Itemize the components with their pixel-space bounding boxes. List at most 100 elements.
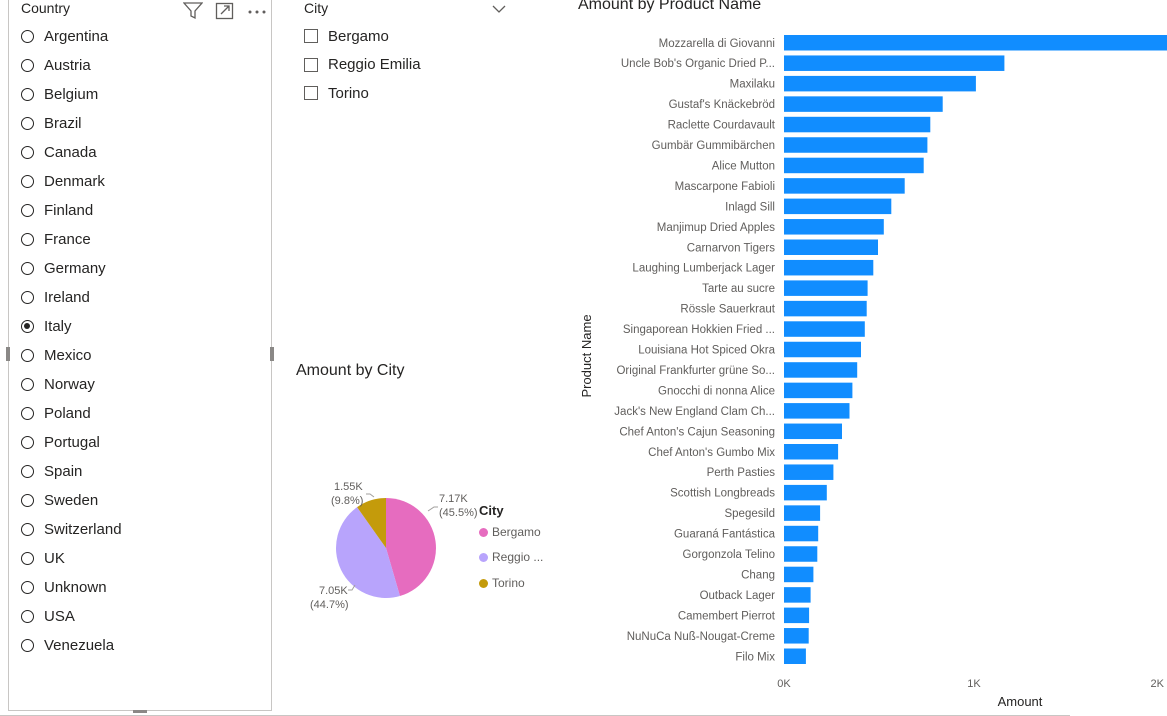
bar[interactable] [784, 525, 819, 542]
bottom-resize-handle[interactable] [133, 710, 147, 713]
radio-button[interactable] [21, 465, 34, 478]
country-option-poland[interactable]: Poland [21, 399, 122, 428]
bar[interactable] [784, 157, 924, 174]
bar[interactable] [784, 546, 818, 562]
legend-item-bergamo[interactable]: Bergamo [479, 525, 541, 539]
legend-item-torino[interactable]: Torino [479, 576, 525, 590]
country-option-norway[interactable]: Norway [21, 370, 122, 399]
radio-button[interactable] [21, 262, 34, 275]
country-option-venezuela[interactable]: Venezuela [21, 631, 122, 660]
bar[interactable] [784, 116, 931, 133]
right-resize-handle[interactable] [270, 347, 274, 361]
bar[interactable] [784, 137, 928, 153]
country-option-finland[interactable]: Finland [21, 196, 122, 225]
country-option-mexico[interactable]: Mexico [21, 341, 122, 370]
country-option-portugal[interactable]: Portugal [21, 428, 122, 457]
bar[interactable] [784, 628, 809, 644]
country-option-brazil[interactable]: Brazil [21, 109, 122, 138]
bar[interactable] [784, 403, 850, 419]
city-option-torino[interactable]: Torino [304, 79, 421, 108]
radio-button[interactable] [21, 349, 34, 362]
radio-button[interactable] [21, 59, 34, 72]
radio-button[interactable] [21, 88, 34, 101]
legend-item-reggio-emilia[interactable]: Reggio ... [479, 550, 543, 564]
bar-chart[interactable]: Mozzarella di Giovanni Uncle Bob's Organi… [576, 26, 1167, 716]
country-option-argentina[interactable]: Argentina [21, 22, 122, 51]
bar[interactable] [784, 566, 814, 583]
country-option-belgium[interactable]: Belgium [21, 80, 122, 109]
radio-button[interactable] [21, 436, 34, 449]
radio-button[interactable] [21, 175, 34, 188]
radio-button[interactable] [21, 30, 34, 43]
radio-button[interactable] [21, 407, 34, 420]
chevron-down-icon[interactable] [492, 2, 506, 14]
bar[interactable] [784, 484, 827, 501]
bar[interactable] [784, 505, 821, 521]
category-label: Perth Pasties [707, 467, 776, 479]
radio-button[interactable] [21, 204, 34, 217]
country-option-uk[interactable]: UK [21, 544, 122, 573]
pie-slice-bergamo[interactable] [386, 498, 436, 597]
country-option-label: Spain [44, 463, 83, 480]
radio-button[interactable] [21, 291, 34, 304]
pie-chart[interactable] [296, 470, 476, 620]
bar[interactable] [784, 178, 905, 194]
country-option-denmark[interactable]: Denmark [21, 167, 122, 196]
radio-button[interactable] [21, 494, 34, 507]
radio-button[interactable] [21, 610, 34, 623]
pie-slice-reggio-emilia[interactable] [336, 507, 400, 598]
country-option-spain[interactable]: Spain [21, 457, 122, 486]
country-option-switzerland[interactable]: Switzerland [21, 515, 122, 544]
bar[interactable] [784, 300, 867, 317]
category-label: Maxilaku [730, 79, 775, 91]
country-option-sweden[interactable]: Sweden [21, 486, 122, 515]
bar[interactable] [784, 587, 811, 603]
bar[interactable] [784, 382, 853, 399]
radio-button[interactable] [21, 378, 34, 391]
checkbox[interactable] [304, 29, 318, 44]
bar[interactable] [784, 362, 858, 378]
focus-mode-icon[interactable] [215, 2, 235, 20]
bar[interactable] [784, 648, 806, 665]
country-option-germany[interactable]: Germany [21, 254, 122, 283]
radio-button[interactable] [21, 552, 34, 565]
bar[interactable] [784, 55, 1005, 71]
checkbox[interactable] [304, 86, 318, 101]
country-option-unknown[interactable]: Unknown [21, 573, 122, 602]
filter-icon[interactable] [182, 2, 204, 20]
country-option-france[interactable]: France [21, 225, 122, 254]
country-option-italy[interactable]: Italy [21, 312, 122, 341]
radio-button[interactable] [21, 233, 34, 246]
bar[interactable] [784, 239, 878, 256]
city-option-reggio-emilia[interactable]: Reggio Emilia [304, 51, 421, 80]
bar[interactable] [784, 280, 868, 296]
bar[interactable] [784, 321, 865, 337]
bar[interactable] [784, 444, 839, 460]
legend-label-bergamo: Bergamo [492, 525, 541, 539]
radio-button[interactable] [21, 581, 34, 594]
city-option-bergamo[interactable]: Bergamo [304, 22, 421, 51]
bar[interactable] [784, 96, 943, 112]
bar[interactable] [784, 219, 884, 235]
radio-button[interactable] [21, 320, 34, 333]
left-resize-handle[interactable] [6, 347, 10, 361]
country-option-austria[interactable]: Austria [21, 51, 122, 80]
pie-slice-torino[interactable] [357, 498, 386, 548]
bar[interactable] [784, 464, 834, 480]
bar[interactable] [784, 259, 874, 276]
more-options-icon[interactable] [247, 2, 267, 20]
radio-button[interactable] [21, 639, 34, 652]
bar[interactable] [784, 75, 976, 92]
radio-button[interactable] [21, 117, 34, 130]
country-option-canada[interactable]: Canada [21, 138, 122, 167]
bar[interactable] [784, 607, 810, 624]
bar[interactable] [784, 341, 861, 358]
country-option-usa[interactable]: USA [21, 602, 122, 631]
country-option-ireland[interactable]: Ireland [21, 283, 122, 312]
radio-button[interactable] [21, 146, 34, 159]
radio-button[interactable] [21, 523, 34, 536]
bar[interactable] [784, 198, 892, 215]
checkbox[interactable] [304, 57, 318, 72]
bar[interactable] [784, 423, 842, 440]
bar[interactable] [784, 35, 1167, 51]
